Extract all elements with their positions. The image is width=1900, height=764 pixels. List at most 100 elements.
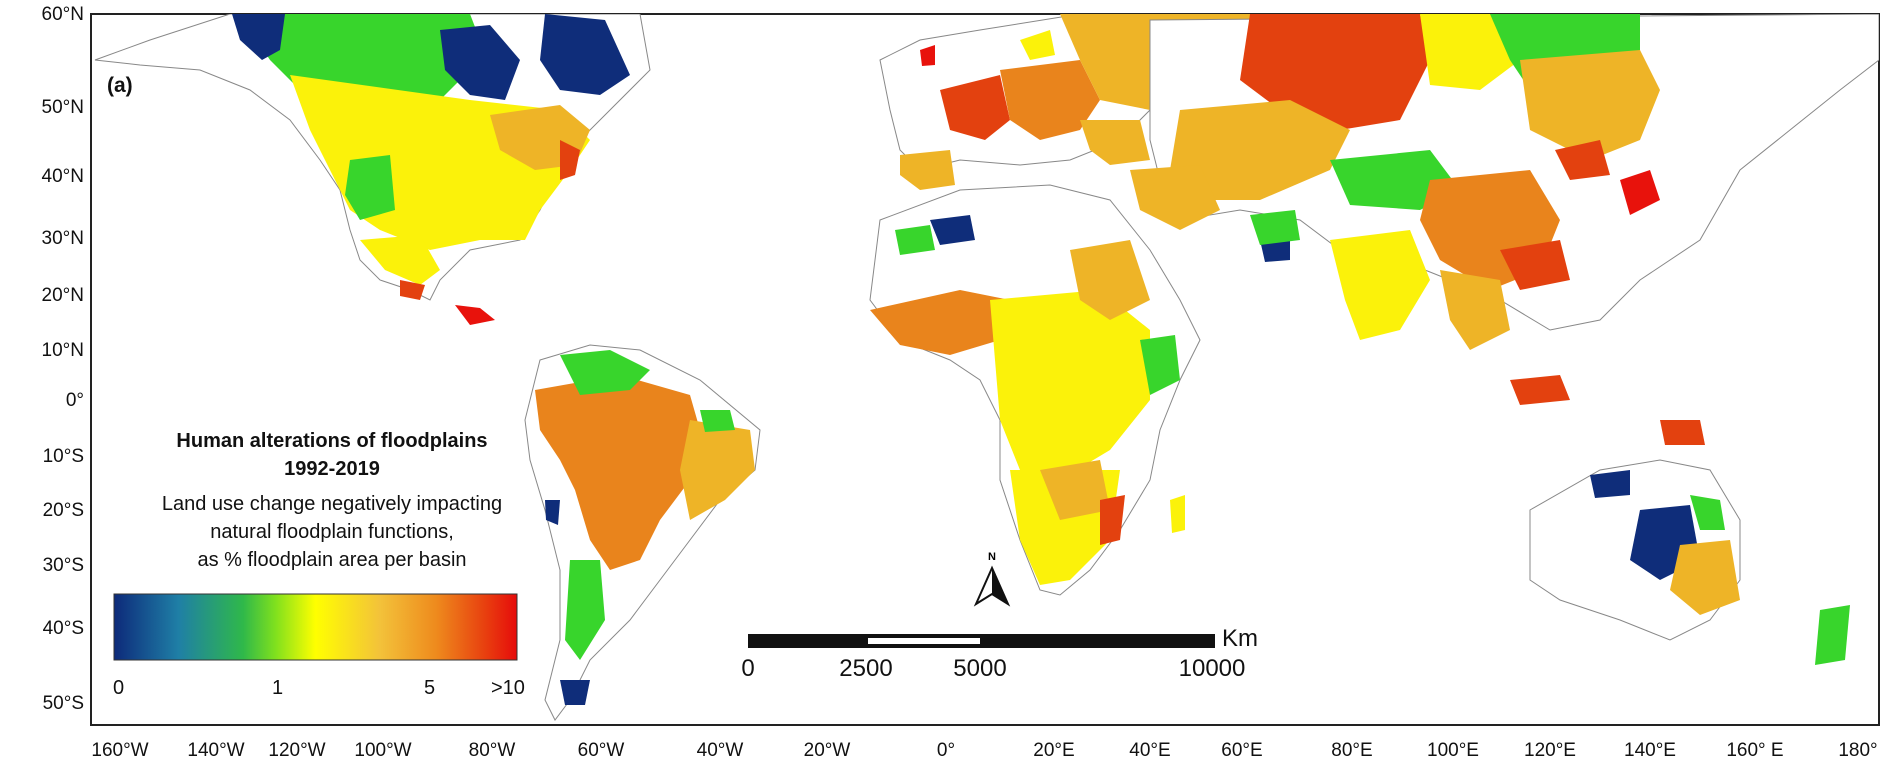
na-basin-yukon-blue xyxy=(232,14,285,60)
asia-japan-red xyxy=(1620,170,1660,215)
legend-tick-0: 0 xyxy=(113,677,124,699)
longitude-label: 120°W xyxy=(268,740,325,761)
scale-tick-2500: 2500 xyxy=(839,655,892,682)
latitude-label: 40°S xyxy=(43,618,84,639)
aus-east-light-orange xyxy=(1670,540,1740,615)
africa-southeast-red xyxy=(1100,495,1125,545)
na-basin-quebec-blue xyxy=(540,14,630,95)
na-basin-mexico-red xyxy=(400,280,425,300)
longitude-label: 20°W xyxy=(804,740,851,761)
asia-far-east-light-orange xyxy=(1520,50,1660,160)
aus-nw-blue xyxy=(1590,470,1630,498)
longitude-label: 40°W xyxy=(697,740,744,761)
na-basin-canada-blue xyxy=(440,25,520,100)
eu-iberia-light-orange xyxy=(900,150,955,190)
longitude-label: 80°W xyxy=(469,740,516,761)
longitude-label: 60°E xyxy=(1221,740,1262,761)
longitude-label: 80°E xyxy=(1331,740,1372,761)
legend-title-line2: 1992-2019 xyxy=(284,458,380,480)
north-arrow-label: N xyxy=(988,551,996,563)
longitude-label: 160° E xyxy=(1726,740,1783,761)
scale-bar: Km 0 2500 5000 10000 xyxy=(741,625,1258,682)
map-area xyxy=(94,14,1879,721)
latitude-label: 40°N xyxy=(42,166,84,187)
eu-west-red xyxy=(940,75,1010,140)
legend: Human alterations of floodplains 1992-20… xyxy=(113,430,525,699)
sa-andes-blue xyxy=(545,500,560,525)
na-basin-central-am-red xyxy=(455,305,495,325)
latitude-label: 10°N xyxy=(42,340,84,361)
europe xyxy=(879,14,1250,190)
aus-nz-green xyxy=(1815,605,1850,665)
asia-pakistan-green xyxy=(1250,210,1300,245)
legend-colorbar xyxy=(113,593,518,661)
panel-label: (a) xyxy=(107,74,133,97)
legend-title-line1: Human alterations of floodplains xyxy=(176,430,487,452)
south-america xyxy=(524,344,761,721)
longitude-label: 160°W xyxy=(91,740,148,761)
aus-north-green xyxy=(1690,495,1725,530)
eu-scandinavia-yellow xyxy=(1020,30,1055,60)
scale-bar-segment xyxy=(868,638,980,644)
sa-amazon-orange xyxy=(535,375,700,570)
sa-east-light-orange xyxy=(680,420,755,520)
longitude-labels: 160°W 140°W 120°W 100°W 80°W 60°W 40°W 20°W 0° 20… xyxy=(91,740,1877,761)
longitude-label: 60°W xyxy=(578,740,625,761)
north-arrow-shade xyxy=(992,568,1008,604)
na-basin-east-red xyxy=(560,140,580,180)
eu-balkans-light-orange xyxy=(1080,120,1150,165)
longitude-label: 100°W xyxy=(354,740,411,761)
africa-morocco-green xyxy=(895,225,935,255)
africa-east-green xyxy=(1140,335,1180,395)
scale-tick-5000: 5000 xyxy=(953,655,1006,682)
sa-patagonia-green xyxy=(565,560,605,660)
na-basin-rockies-green xyxy=(345,155,395,220)
latitude-labels: 60°N 50°N 40°N 30°N 20°N 10°N 0° 10°S 20°S 30°S 40… xyxy=(42,4,84,714)
latitude-label: 50°S xyxy=(43,693,84,714)
asia-indochina-light-orange xyxy=(1440,270,1510,350)
latitude-label: 30°N xyxy=(42,228,84,249)
longitude-label: 180° xyxy=(1838,740,1877,761)
longitude-label: 140°W xyxy=(187,740,244,761)
australia xyxy=(1529,459,1850,665)
scale-tick-0: 0 xyxy=(741,655,754,682)
asia xyxy=(1130,14,1879,445)
africa-nile-light-orange xyxy=(1070,240,1150,320)
scale-bar-body xyxy=(748,634,1215,648)
scale-unit: Km xyxy=(1222,625,1258,652)
asia-siberia-yellow xyxy=(1420,14,1520,90)
legend-subtitle-line3: as % floodplain area per basin xyxy=(197,549,466,571)
latitude-label: 0° xyxy=(66,390,84,411)
legend-tick-10: >10 xyxy=(491,677,525,699)
sa-ne-green xyxy=(700,410,735,432)
latitude-label: 20°S xyxy=(43,500,84,521)
legend-subtitle-line2: natural floodplain functions, xyxy=(210,521,454,543)
africa-central-yellow xyxy=(990,290,1150,480)
na-basin-mexico-yellow xyxy=(360,235,440,285)
latitude-label: 30°S xyxy=(43,555,84,576)
latitude-label: 10°S xyxy=(43,446,84,467)
africa-morocco-blue xyxy=(930,215,975,245)
latitude-label: 60°N xyxy=(42,4,84,25)
sa-orinoco-green xyxy=(560,350,650,395)
asia-korea-red xyxy=(1555,140,1610,180)
latitude-label: 20°N xyxy=(42,285,84,306)
longitude-label: 120°E xyxy=(1524,740,1576,761)
longitude-label: 0° xyxy=(937,740,955,761)
asia-india-yellow xyxy=(1330,230,1430,340)
africa xyxy=(869,184,1201,596)
eu-uk-red xyxy=(920,45,935,66)
africa-madagascar-yellow xyxy=(1170,495,1185,533)
sa-south-blue xyxy=(560,680,590,705)
longitude-label: 140°E xyxy=(1624,740,1676,761)
latitude-label: 50°N xyxy=(42,97,84,118)
scale-tick-10000: 10000 xyxy=(1179,655,1246,682)
legend-tick-5: 5 xyxy=(424,677,435,699)
asia-png-red xyxy=(1660,420,1705,445)
asia-indonesia-red xyxy=(1510,375,1570,405)
asia-china-red xyxy=(1500,240,1570,290)
longitude-label: 20°E xyxy=(1033,740,1074,761)
north-arrow: N xyxy=(973,551,1011,607)
longitude-label: 100°E xyxy=(1427,740,1479,761)
north-america xyxy=(94,14,651,325)
